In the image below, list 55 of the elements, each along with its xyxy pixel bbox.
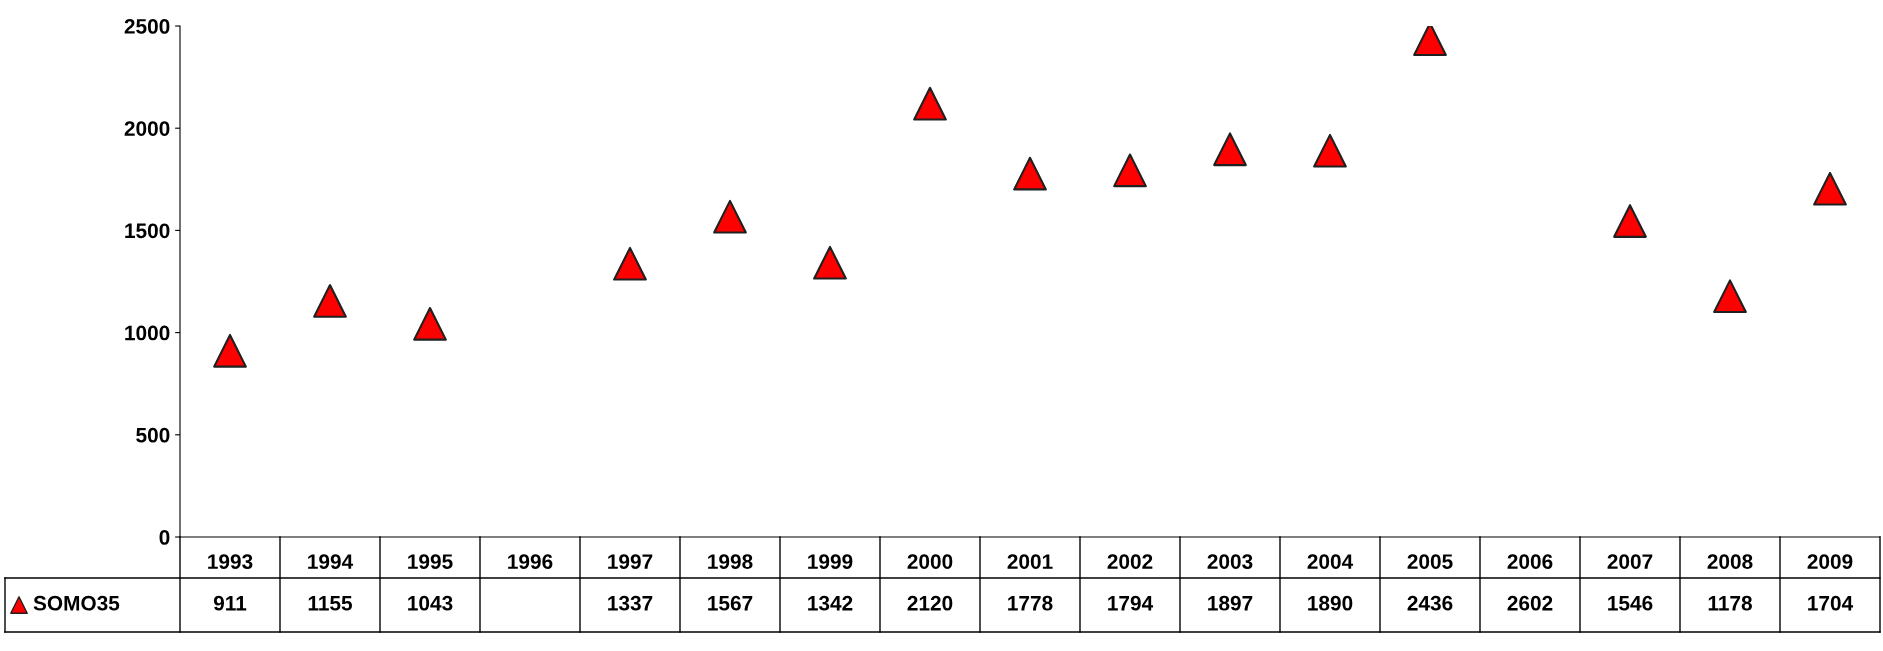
point — [613, 246, 647, 281]
point — [1813, 171, 1847, 206]
y-tick-label: 500 — [136, 427, 170, 443]
x-tick-label: 1994 — [308, 554, 354, 569]
data-label: 1546 — [1608, 595, 1653, 611]
x-tick-label: 2004 — [1307, 554, 1354, 569]
point — [413, 306, 447, 341]
data-label: 911 — [213, 595, 247, 611]
data-label: 1567 — [708, 595, 753, 611]
data-label: 1704 — [1808, 595, 1854, 611]
y-tick-label: 0 — [159, 530, 170, 545]
data-label: 1342 — [808, 595, 853, 611]
x-tick-label: 1996 — [508, 554, 553, 569]
legend-label: SOMO35 — [33, 595, 120, 611]
x-tick-label: 1999 — [808, 554, 853, 569]
x-tick-label: 2003 — [1207, 554, 1253, 569]
point — [313, 284, 347, 318]
x-tick-label: 2007 — [1607, 554, 1653, 569]
x-tick-label: 2006 — [1507, 554, 1553, 569]
data-label: 1897 — [1208, 595, 1253, 611]
data-label: 1178 — [1708, 595, 1752, 611]
data-label: 1155 — [308, 596, 353, 611]
point — [213, 333, 247, 368]
y-tick-label: 2500 — [124, 19, 170, 34]
data-label: 2436 — [1407, 595, 1453, 611]
x-tick-label: 1995 — [408, 554, 453, 569]
x-tick-label: 2008 — [1707, 554, 1753, 569]
x-tick-label: 1998 — [708, 554, 753, 569]
data-label: 1890 — [1308, 595, 1353, 611]
point — [813, 245, 847, 280]
x-tick-label: 1997 — [608, 554, 653, 569]
y-tick-label: 2000 — [124, 121, 170, 136]
point — [913, 86, 947, 121]
x-tick-label: 2009 — [1807, 554, 1853, 569]
data-label: 1043 — [408, 595, 453, 611]
x-tick-label: 2002 — [1107, 554, 1153, 569]
point — [1113, 153, 1147, 188]
point — [713, 199, 747, 234]
y-tick-label: 1000 — [125, 325, 170, 341]
point — [1413, 26, 1447, 56]
x-tick-label: 2000 — [907, 554, 953, 569]
point — [1613, 204, 1647, 238]
data-label: 2120 — [907, 595, 953, 611]
x-tick-label: 2005 — [1407, 554, 1453, 569]
y-tick-label: 1500 — [125, 223, 170, 239]
point — [1213, 132, 1247, 167]
data-label: 1778 — [1008, 595, 1053, 611]
text: 2602 — [1507, 595, 1553, 611]
point — [1713, 279, 1747, 314]
x-tick-label: 2001 — [1007, 554, 1053, 569]
point — [1313, 133, 1347, 168]
data-label: 1337 — [608, 595, 653, 611]
point — [1013, 156, 1047, 191]
x-tick-label: 1993 — [208, 554, 253, 569]
data-label: 1794 — [1108, 595, 1154, 611]
